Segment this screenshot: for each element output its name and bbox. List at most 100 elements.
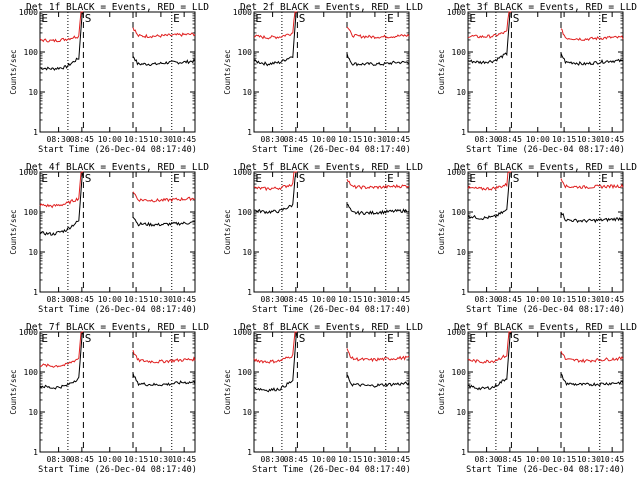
interval-marker: E xyxy=(469,172,476,185)
y-tick-label: 100 xyxy=(238,48,253,57)
plot-frame xyxy=(39,331,196,453)
x-tick-label: 10:00 xyxy=(526,295,550,304)
x-tick-label: 08:30 xyxy=(475,295,499,304)
series-line xyxy=(253,331,410,393)
series-line xyxy=(253,11,410,67)
x-tick-label: 08:30 xyxy=(261,135,285,144)
detector-panel: Det 1f BLACK = Events, RED = LLD 1 10 100 10… xyxy=(9,2,209,155)
x-tick-label: 10:15 xyxy=(338,455,362,464)
series-line xyxy=(467,331,624,391)
x-tick-label: 10:45 xyxy=(386,455,410,464)
interval-marker: E xyxy=(41,172,48,185)
plot-frame xyxy=(39,11,196,133)
x-axis-label: Start Time (26-Dec-04 08:17:40) xyxy=(38,305,197,315)
series-line xyxy=(467,11,624,66)
y-tick-label: 1 xyxy=(247,128,252,137)
x-tick-label: 10:00 xyxy=(98,295,122,304)
y-tick-label: 100 xyxy=(452,208,467,217)
y-tick-label: 1 xyxy=(33,128,38,137)
y-tick-label: 1 xyxy=(247,288,252,297)
y-tick-label: 100 xyxy=(24,368,39,377)
x-tick-label: 10:15 xyxy=(124,295,148,304)
interval-marker: E xyxy=(469,332,476,345)
interval-marker: E xyxy=(387,172,394,185)
detector-panel: Det 3f BLACK = Events, RED = LLD 1 10 100 10… xyxy=(437,2,637,155)
x-tick-label: 08:45 xyxy=(70,295,94,304)
x-tick-label: 10:00 xyxy=(312,135,336,144)
x-tick-label: 10:45 xyxy=(386,135,410,144)
y-tick-label: 100 xyxy=(24,208,39,217)
x-tick-label: 10:30 xyxy=(577,135,601,144)
y-axis-label: Counts/sec xyxy=(437,369,446,414)
x-tick-label: 08:30 xyxy=(475,135,499,144)
detector-panel: Det 8f BLACK = Events, RED = LLD 1 10 100 10… xyxy=(223,322,423,475)
x-axis-label: Start Time (26-Dec-04 08:17:40) xyxy=(466,305,625,315)
x-tick-label: 10:15 xyxy=(552,135,576,144)
plot-frame xyxy=(253,331,410,453)
series-line xyxy=(253,331,410,364)
panel-title: Det 4f BLACK = Events, RED = LLD xyxy=(26,162,209,173)
series-line xyxy=(467,171,624,191)
y-tick-label: 10 xyxy=(456,88,466,97)
panel-title: Det 1f BLACK = Events, RED = LLD xyxy=(26,2,209,13)
x-tick-label: 08:30 xyxy=(261,455,285,464)
interval-marker: E xyxy=(173,12,180,25)
series-line xyxy=(253,171,410,216)
y-tick-label: 1 xyxy=(33,448,38,457)
series-line xyxy=(39,11,196,43)
y-tick-label: 1000 xyxy=(447,328,466,337)
y-axis-label: Counts/sec xyxy=(223,49,232,94)
x-tick-label: 10:45 xyxy=(172,295,196,304)
x-axis-label: Start Time (26-Dec-04 08:17:40) xyxy=(252,305,411,315)
interval-marker: E xyxy=(255,332,262,345)
x-tick-label: 10:30 xyxy=(149,455,173,464)
panel-title: Det 6f BLACK = Events, RED = LLD xyxy=(454,162,637,173)
y-tick-label: 10 xyxy=(242,248,252,257)
detector-panel: Det 4f BLACK = Events, RED = LLD 1 10 100 10… xyxy=(9,162,209,315)
x-axis-label: Start Time (26-Dec-04 08:17:40) xyxy=(38,145,197,155)
panel-title: Det 8f BLACK = Events, RED = LLD xyxy=(240,322,423,333)
interval-marker: E xyxy=(41,12,48,25)
plot-frame xyxy=(467,171,624,293)
panel-title: Det 2f BLACK = Events, RED = LLD xyxy=(240,2,423,13)
x-tick-label: 08:45 xyxy=(284,295,308,304)
x-tick-label: 08:45 xyxy=(284,135,308,144)
interval-marker: S xyxy=(513,12,520,25)
y-tick-label: 10 xyxy=(28,248,38,257)
y-tick-label: 10 xyxy=(456,408,466,417)
plot-frame xyxy=(39,171,196,293)
y-tick-label: 100 xyxy=(238,368,253,377)
y-tick-label: 1 xyxy=(461,288,466,297)
interval-marker: S xyxy=(85,172,92,185)
x-tick-label: 10:15 xyxy=(552,295,576,304)
y-tick-label: 1000 xyxy=(447,8,466,17)
x-tick-label: 10:45 xyxy=(172,135,196,144)
y-tick-label: 10 xyxy=(456,248,466,257)
x-tick-label: 10:45 xyxy=(600,455,624,464)
x-tick-label: 08:30 xyxy=(47,135,71,144)
x-axis-label: Start Time (26-Dec-04 08:17:40) xyxy=(252,145,411,155)
x-axis-label: Start Time (26-Dec-04 08:17:40) xyxy=(252,465,411,475)
interval-marker: E xyxy=(469,12,476,25)
interval-marker: E xyxy=(255,12,262,25)
series-line xyxy=(39,171,196,209)
x-tick-label: 10:15 xyxy=(338,135,362,144)
panel-title: Det 7f BLACK = Events, RED = LLD xyxy=(26,322,209,333)
x-tick-label: 10:00 xyxy=(312,295,336,304)
y-axis-label: Counts/sec xyxy=(437,49,446,94)
x-axis-label: Start Time (26-Dec-04 08:17:40) xyxy=(466,145,625,155)
series-line xyxy=(467,171,624,224)
x-tick-label: 10:00 xyxy=(98,135,122,144)
x-tick-label: 08:45 xyxy=(70,135,94,144)
series-line xyxy=(39,171,196,236)
y-axis-label: Counts/sec xyxy=(223,209,232,254)
interval-marker: S xyxy=(513,172,520,185)
x-tick-label: 10:30 xyxy=(363,295,387,304)
x-tick-label: 10:30 xyxy=(363,135,387,144)
detector-panel: Det 7f BLACK = Events, RED = LLD 1 10 100 10… xyxy=(9,322,209,475)
x-tick-label: 08:30 xyxy=(475,455,499,464)
x-tick-label: 08:30 xyxy=(261,295,285,304)
y-tick-label: 10 xyxy=(242,88,252,97)
x-tick-label: 10:30 xyxy=(149,295,173,304)
